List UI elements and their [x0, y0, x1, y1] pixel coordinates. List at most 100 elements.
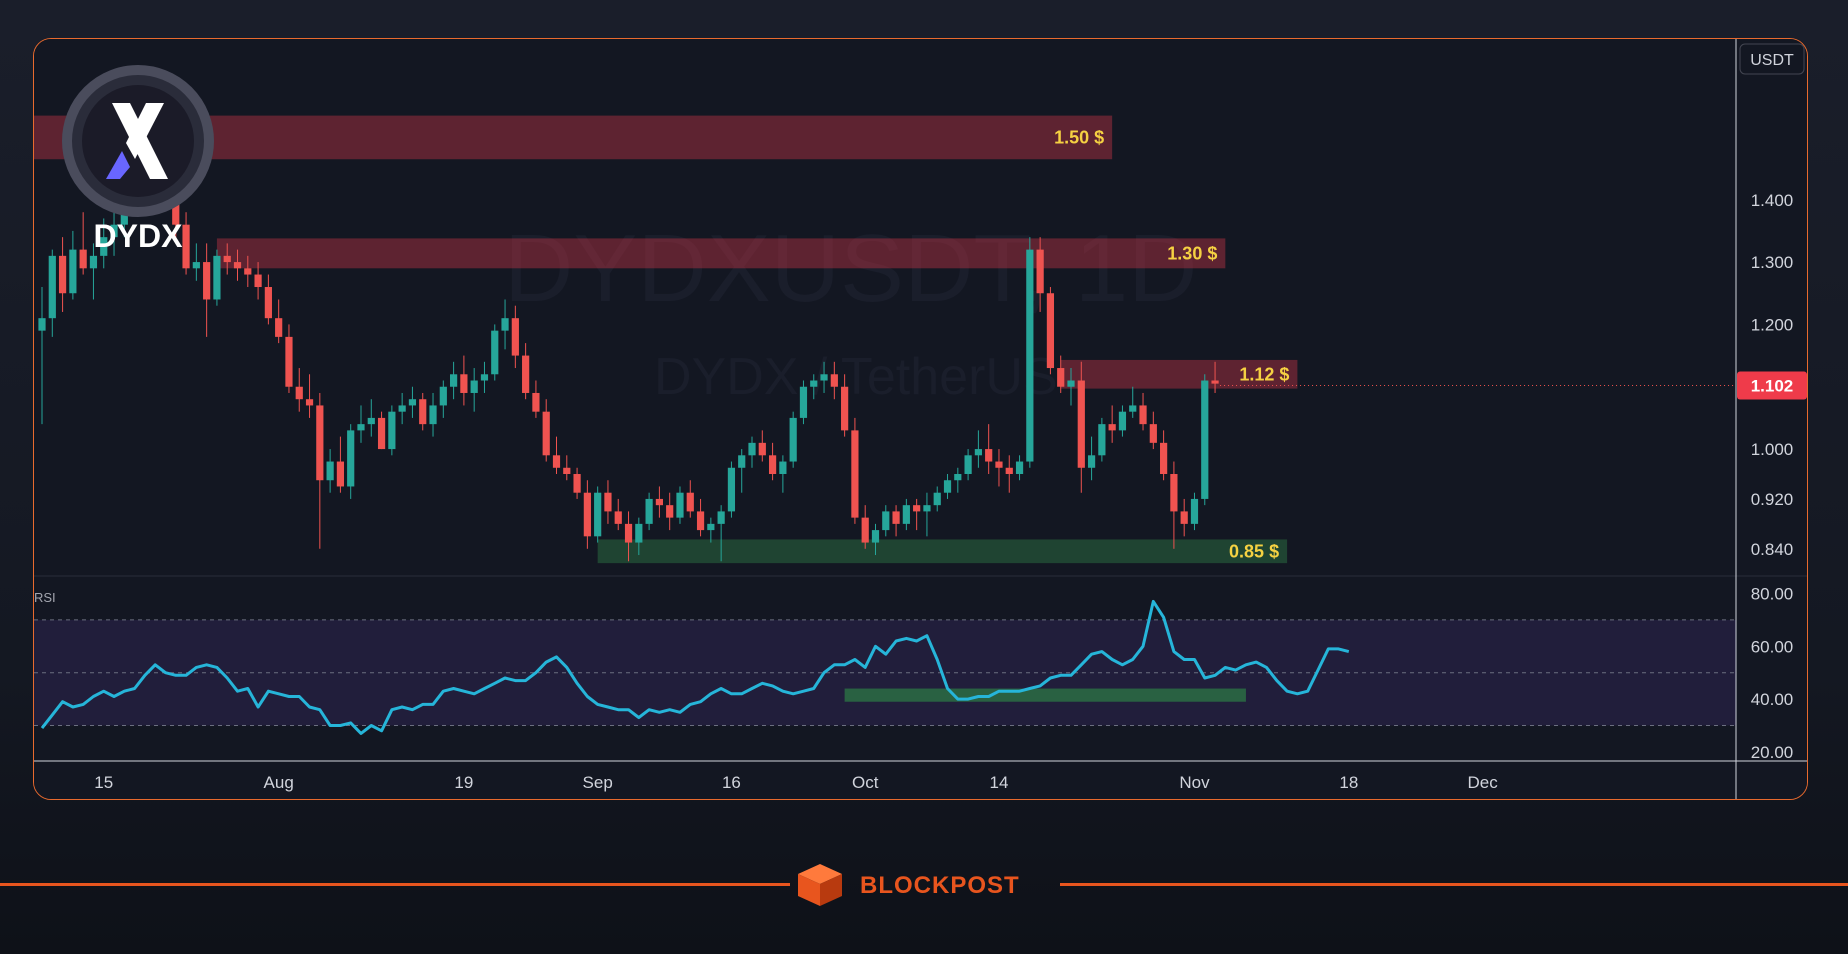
- candle[interactable]: [377, 411, 386, 450]
- candle[interactable]: [943, 474, 952, 499]
- candle[interactable]: [429, 392, 437, 437]
- candle[interactable]: [470, 368, 478, 412]
- candle[interactable]: [789, 411, 797, 468]
- candle[interactable]: [830, 361, 838, 400]
- candle[interactable]: [1190, 492, 1199, 531]
- candle[interactable]: [666, 492, 674, 531]
- candle[interactable]: [69, 230, 77, 300]
- candle[interactable]: [738, 449, 746, 493]
- candle[interactable]: [727, 461, 736, 518]
- candle[interactable]: [1170, 461, 1178, 549]
- candle[interactable]: [264, 274, 272, 325]
- candle[interactable]: [38, 287, 46, 425]
- candle[interactable]: [594, 486, 602, 543]
- candle[interactable]: [542, 399, 550, 462]
- candle[interactable]: [954, 467, 962, 493]
- candle[interactable]: [501, 299, 509, 350]
- candle[interactable]: [223, 243, 231, 275]
- candle[interactable]: [305, 374, 314, 418]
- candle[interactable]: [768, 442, 777, 481]
- candle[interactable]: [316, 392, 324, 549]
- candle[interactable]: [861, 505, 869, 549]
- candle[interactable]: [367, 399, 375, 437]
- candle[interactable]: [357, 405, 365, 443]
- candle[interactable]: [841, 374, 849, 437]
- candle[interactable]: [1139, 392, 1147, 431]
- candle[interactable]: [882, 505, 890, 537]
- candle[interactable]: [192, 243, 200, 281]
- candle[interactable]: [491, 324, 499, 381]
- candle[interactable]: [985, 424, 993, 475]
- candle[interactable]: [1026, 237, 1034, 468]
- candle[interactable]: [707, 517, 715, 543]
- candle[interactable]: [676, 486, 684, 524]
- candle[interactable]: [182, 212, 190, 275]
- candle[interactable]: [995, 449, 1003, 487]
- candle[interactable]: [748, 436, 756, 468]
- candle[interactable]: [79, 212, 87, 275]
- candle[interactable]: [583, 480, 591, 549]
- candle[interactable]: [1067, 368, 1075, 406]
- candle[interactable]: [964, 449, 972, 481]
- candle[interactable]: [892, 505, 900, 537]
- candle[interactable]: [408, 386, 417, 418]
- candle[interactable]: [336, 436, 345, 493]
- candle[interactable]: [398, 392, 406, 425]
- candle[interactable]: [254, 262, 262, 300]
- candle[interactable]: [717, 505, 725, 562]
- candle[interactable]: [295, 368, 303, 412]
- candle[interactable]: [1201, 374, 1209, 506]
- candle[interactable]: [1108, 405, 1116, 443]
- candle[interactable]: [233, 249, 242, 281]
- candle[interactable]: [573, 467, 581, 499]
- candle[interactable]: [1087, 436, 1096, 481]
- candle[interactable]: [563, 455, 571, 481]
- candle[interactable]: [1129, 386, 1137, 418]
- candle[interactable]: [326, 449, 334, 493]
- candle[interactable]: [1211, 361, 1219, 393]
- candle[interactable]: [810, 374, 818, 400]
- candle[interactable]: [1036, 237, 1044, 312]
- candle[interactable]: [244, 255, 252, 288]
- candle[interactable]: [347, 424, 355, 499]
- candle[interactable]: [614, 498, 622, 531]
- rsi-line[interactable]: [40, 599, 1350, 735]
- candle[interactable]: [923, 492, 931, 537]
- candle[interactable]: [388, 405, 396, 456]
- candle[interactable]: [851, 417, 859, 524]
- candle[interactable]: [624, 511, 633, 562]
- candle[interactable]: [779, 455, 787, 493]
- candle[interactable]: [604, 480, 612, 524]
- candle[interactable]: [439, 380, 447, 418]
- candle[interactable]: [100, 218, 108, 269]
- candle[interactable]: [89, 243, 98, 300]
- candle[interactable]: [450, 361, 458, 400]
- candle[interactable]: [1077, 361, 1085, 493]
- candle[interactable]: [58, 237, 67, 312]
- candle[interactable]: [820, 361, 828, 393]
- candle[interactable]: [686, 480, 694, 518]
- candle[interactable]: [933, 486, 941, 512]
- candle[interactable]: [696, 498, 705, 537]
- candle[interactable]: [799, 380, 808, 425]
- candle[interactable]: [1149, 411, 1157, 450]
- candle[interactable]: [1046, 287, 1055, 375]
- candle[interactable]: [1098, 417, 1106, 462]
- candle[interactable]: [480, 361, 489, 393]
- candle[interactable]: [48, 249, 56, 337]
- candle[interactable]: [275, 299, 283, 344]
- candle[interactable]: [1015, 455, 1024, 481]
- candle[interactable]: [552, 436, 561, 475]
- candle[interactable]: [532, 380, 540, 418]
- candle[interactable]: [871, 523, 880, 556]
- candle[interactable]: [902, 498, 910, 531]
- candle[interactable]: [1005, 455, 1013, 493]
- candle[interactable]: [522, 343, 530, 400]
- candle[interactable]: [974, 430, 982, 468]
- candle[interactable]: [758, 430, 766, 462]
- candle[interactable]: [1057, 355, 1065, 393]
- candle[interactable]: [655, 486, 663, 518]
- candle[interactable]: [913, 498, 921, 531]
- candle[interactable]: [460, 355, 468, 406]
- candle[interactable]: [285, 324, 293, 393]
